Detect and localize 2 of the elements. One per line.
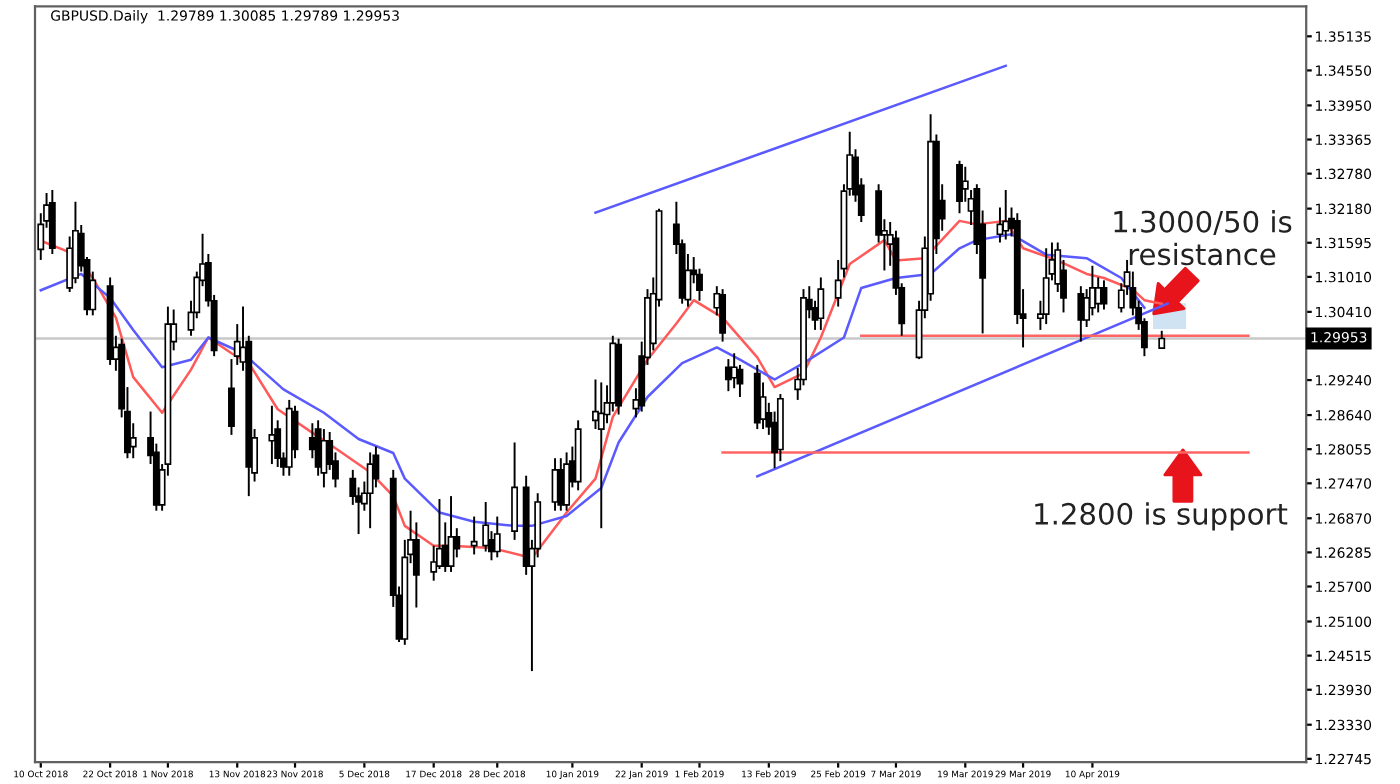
annotation: 1.3000/50 is resistance	[1114, 210, 1292, 266]
annotation: 1.2800 is support	[1035, 502, 1288, 531]
